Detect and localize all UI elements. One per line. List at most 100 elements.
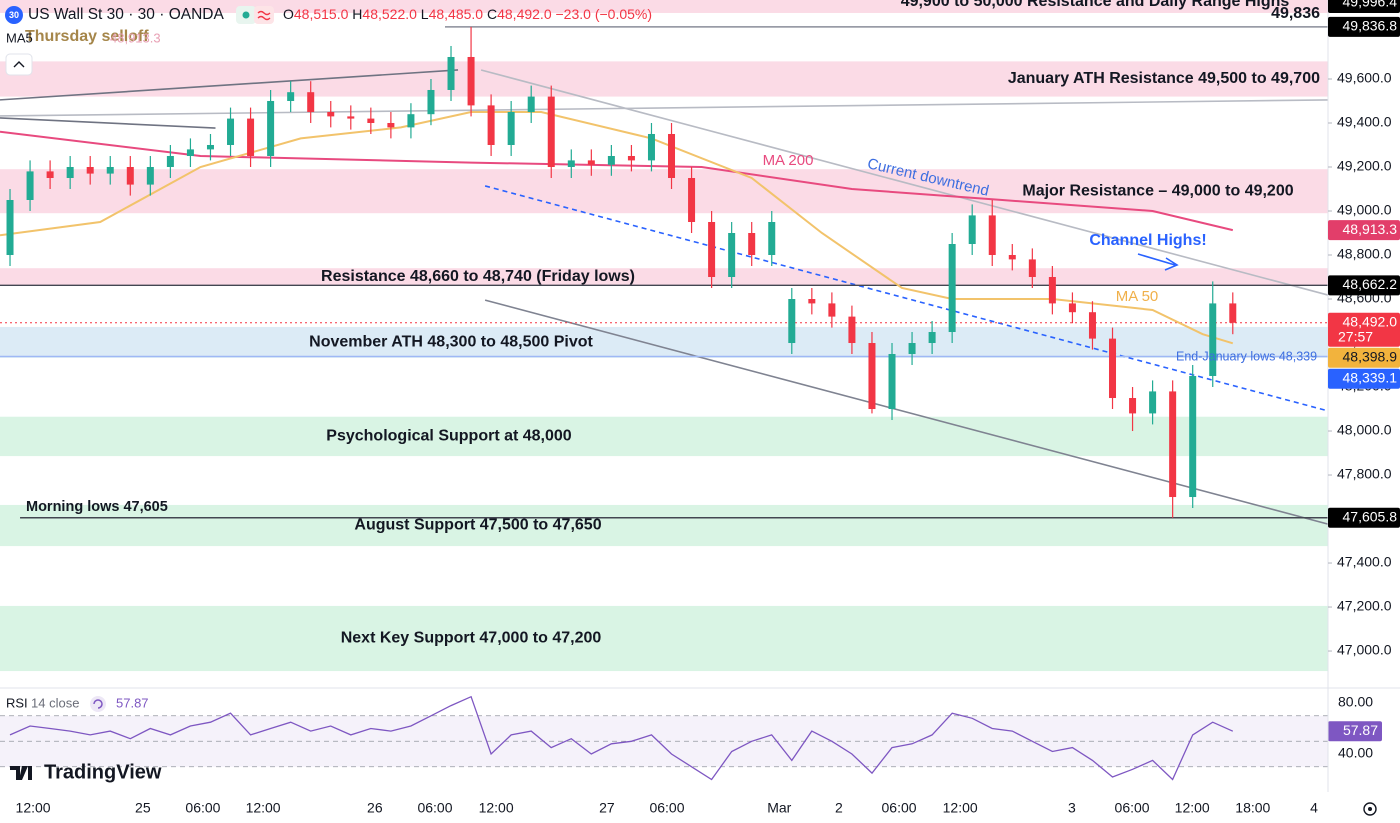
zone-label: August Support 47,500 to 47,650 [354, 517, 601, 534]
price-tag [1328, 16, 1400, 37]
refresh-icon[interactable] [90, 696, 106, 712]
zone [0, 169, 1328, 214]
candle-body [327, 111, 335, 117]
settings-dot [1368, 807, 1372, 811]
candle-body [888, 354, 896, 410]
delay-button[interactable] [254, 6, 274, 24]
rsi-tick-label: 40.00 [1338, 745, 1373, 761]
candle-body [587, 160, 595, 165]
trendline [0, 69, 459, 101]
ohlc-key: H [352, 6, 362, 22]
candle-body [1229, 303, 1237, 323]
candle-body [1109, 338, 1117, 399]
x-tick-label: 2 [835, 800, 843, 816]
candle-body [688, 177, 696, 222]
ohlc-key: O [283, 6, 294, 22]
selloff-label: Thursday selloff [25, 28, 149, 45]
candle-body [808, 299, 816, 304]
candle-body [647, 133, 655, 161]
settings-button[interactable] [1363, 802, 1377, 816]
arrow [1137, 253, 1179, 271]
x-tick-label: 06:00 [185, 800, 220, 816]
candle-body [86, 166, 94, 174]
zone [0, 61, 1328, 97]
symbol-badge [5, 6, 23, 24]
price-tag [1328, 220, 1400, 241]
candle-body [748, 233, 756, 256]
candle-body [367, 118, 375, 123]
y-tick-label: 47,200.0 [1337, 598, 1392, 614]
candle-body [447, 56, 455, 90]
y-tick-label: 48,800.0 [1337, 246, 1392, 262]
price-tag [1328, 312, 1400, 347]
axes: TradingView 47,000.0 47,200.0 47,400.0 47,6… [10, 0, 1400, 816]
x-tick-label: 3 [1068, 800, 1076, 816]
price-tag-label: 49,836.8 [1343, 18, 1398, 34]
rsi-line [9, 695, 1234, 781]
x-tick-label: 06:00 [882, 800, 917, 816]
price-tag-label: 49,996.4 [1343, 0, 1398, 10]
y-tick-label: 48,000.0 [1337, 422, 1392, 438]
candle-body [267, 100, 275, 156]
x-tick-label: 4 [1310, 800, 1318, 816]
x-tick-label: 27 [599, 800, 615, 816]
ohlc-value: 48,515.0 [294, 6, 349, 22]
rsi-tag-label: 57.87 [1343, 722, 1378, 738]
rsi-pane: RSI 14 close 57.87 80.00 40.00 57.87 [0, 687, 1400, 781]
status-dot [242, 11, 250, 19]
candle-body [186, 149, 194, 156]
y-tick-label: 47,000.0 [1337, 642, 1392, 658]
ma200-label: MA 200 [763, 152, 814, 169]
x-tick-label: 12:00 [943, 800, 978, 816]
y-tick-label: 47,800.0 [1337, 466, 1392, 482]
candle-body [788, 299, 796, 344]
candle-body [1169, 391, 1177, 498]
end-january-label: End-January lows 48,339 [1176, 349, 1317, 363]
candle-body [668, 133, 676, 178]
candle-body [868, 343, 876, 410]
rsi-value: 57.87 [116, 695, 149, 710]
rsi-params: 14 close [31, 695, 79, 710]
y-tick-label: 47,400.0 [1337, 554, 1392, 570]
candle-body [627, 155, 635, 161]
y-tick-label: 49,400.0 [1337, 114, 1392, 130]
price-tag [1328, 0, 1400, 13]
candle-body [968, 215, 976, 245]
logo: TradingView [44, 761, 162, 783]
zone-label: Psychological Support at 48,000 [326, 428, 572, 445]
candle-body [1008, 255, 1016, 260]
candle-body [828, 303, 836, 317]
x-tick-label: 12:00 [16, 800, 51, 816]
x-tick-label: 12:00 [1175, 800, 1210, 816]
candle-body [206, 144, 214, 150]
trendline [484, 185, 1326, 411]
x-tick-label: 25 [135, 800, 151, 816]
candle-body [1048, 277, 1056, 304]
candle-body [1088, 312, 1096, 339]
candle-body [307, 92, 315, 112]
candle-body [1209, 303, 1217, 377]
candle-body [227, 118, 235, 145]
price-tag-label: 48,398.9 [1343, 348, 1398, 364]
symbol: US Wall St 30 · 30 · OANDA [28, 6, 224, 23]
trendline [0, 117, 216, 129]
ohlc-value: 48,522.0 [362, 6, 417, 22]
zone [0, 416, 1328, 457]
y-tick-label: 49,600.0 [1337, 70, 1392, 86]
ohlc-key: C [487, 6, 497, 22]
collapse-button[interactable] [5, 53, 33, 76]
morning-lows-label: Morning lows 47,605 [26, 499, 168, 515]
candle-body [527, 96, 535, 112]
candle-body [908, 343, 916, 355]
x-tick-label: 12:00 [246, 800, 281, 816]
candle-body [1129, 398, 1137, 414]
candles [6, 26, 1237, 518]
rsi-tag [1328, 721, 1382, 742]
candle-body [146, 166, 154, 185]
zone [0, 268, 1328, 286]
zone-label: Next Key Support 47,000 to 47,200 [341, 630, 602, 647]
zone-label: January ATH Resistance 49,500 to 49,700 [1008, 70, 1320, 87]
trendline [480, 69, 1329, 296]
candle-body [928, 332, 936, 344]
